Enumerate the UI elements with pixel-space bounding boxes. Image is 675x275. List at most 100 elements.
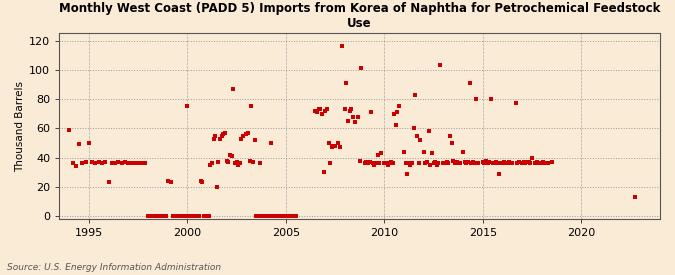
Point	[462, 160, 473, 164]
Point	[261, 214, 271, 218]
Point	[287, 214, 298, 218]
Point	[80, 160, 91, 164]
Point	[341, 81, 352, 85]
Point	[182, 104, 193, 109]
Point	[493, 171, 504, 176]
Point	[221, 158, 232, 163]
Text: Source: U.S. Energy Information Administration: Source: U.S. Energy Information Administ…	[7, 263, 221, 272]
Point	[315, 107, 325, 112]
Point	[415, 138, 426, 142]
Point	[492, 161, 503, 166]
Point	[100, 160, 111, 164]
Point	[485, 97, 496, 101]
Point	[484, 160, 495, 164]
Point	[514, 160, 524, 164]
Point	[333, 141, 344, 145]
Point	[203, 214, 214, 218]
Point	[195, 179, 206, 183]
Point	[354, 158, 365, 163]
Point	[147, 214, 158, 218]
Point	[153, 214, 163, 218]
Point	[487, 161, 498, 166]
Point	[491, 160, 502, 164]
Point	[446, 141, 457, 145]
Point	[130, 161, 140, 166]
Point	[504, 160, 514, 164]
Point	[479, 161, 490, 166]
Point	[412, 133, 423, 138]
Point	[344, 109, 355, 113]
Point	[161, 214, 171, 218]
Point	[275, 214, 286, 218]
Point	[471, 97, 482, 101]
Point	[512, 161, 522, 166]
Point	[404, 161, 414, 166]
Point	[364, 160, 375, 164]
Point	[321, 107, 332, 112]
Point	[84, 141, 95, 145]
Point	[435, 63, 446, 68]
Point	[74, 142, 84, 147]
Point	[320, 109, 331, 113]
Point	[438, 161, 449, 166]
Point	[392, 110, 403, 114]
Point	[346, 107, 357, 112]
Point	[67, 161, 78, 166]
Point	[325, 161, 335, 166]
Point	[272, 214, 283, 218]
Point	[97, 161, 107, 166]
Point	[93, 160, 104, 164]
Point	[280, 214, 291, 218]
Point	[139, 161, 150, 166]
Point	[481, 158, 491, 163]
Point	[466, 161, 477, 166]
Point	[77, 161, 88, 166]
Point	[430, 160, 441, 164]
Point	[394, 104, 404, 109]
Point	[518, 160, 529, 164]
Point	[326, 145, 337, 150]
Point	[482, 161, 493, 166]
Point	[382, 163, 393, 167]
Point	[119, 160, 130, 164]
Point	[156, 214, 167, 218]
Point	[420, 161, 431, 166]
Point	[157, 214, 168, 218]
Point	[362, 161, 373, 166]
Point	[323, 141, 334, 145]
Point	[188, 214, 199, 218]
Point	[284, 214, 294, 218]
Point	[242, 131, 253, 135]
Point	[405, 163, 416, 167]
Point	[523, 160, 534, 164]
Point	[173, 214, 184, 218]
Point	[448, 158, 458, 163]
Point	[538, 160, 549, 164]
Point	[248, 160, 259, 164]
Point	[360, 160, 371, 164]
Point	[208, 136, 219, 141]
Point	[196, 180, 207, 185]
Point	[317, 112, 327, 116]
Point	[193, 214, 204, 218]
Point	[180, 214, 191, 218]
Point	[179, 214, 190, 218]
Point	[356, 66, 367, 71]
Point	[213, 160, 224, 164]
Point	[318, 170, 329, 174]
Point	[146, 214, 157, 218]
Point	[489, 161, 500, 166]
Point	[169, 214, 180, 218]
Point	[389, 112, 400, 116]
Point	[350, 120, 360, 125]
Point	[367, 161, 378, 166]
Point	[506, 161, 516, 166]
Point	[217, 133, 227, 138]
Point	[459, 160, 470, 164]
Point	[144, 214, 155, 218]
Point	[450, 161, 460, 166]
Point	[540, 161, 551, 166]
Point	[171, 214, 182, 218]
Point	[458, 150, 468, 154]
Point	[522, 160, 533, 164]
